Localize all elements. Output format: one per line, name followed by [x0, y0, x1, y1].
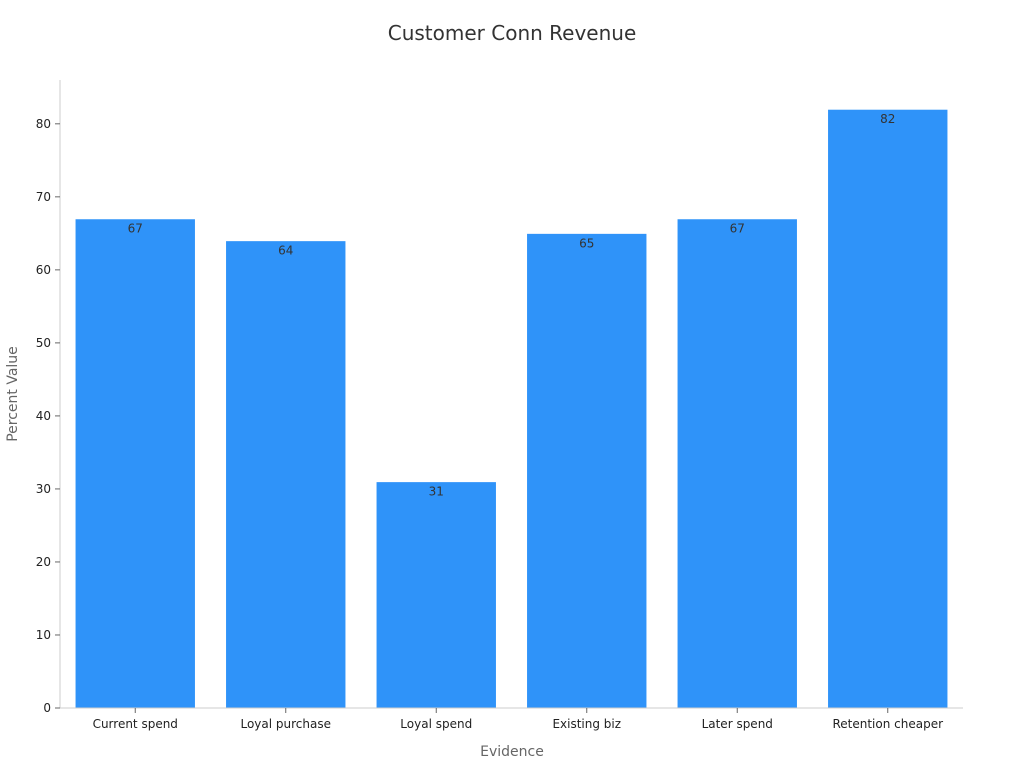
x-axis: Current spend Loyal purchase Loyal spend Ex… [60, 707, 963, 731]
y-axis: 0 10 20 30 40 50 60 70 80 [36, 80, 61, 715]
data-label-5: 82 [880, 112, 895, 126]
x-tick-label-4: Later spend [702, 717, 773, 731]
data-label-2: 31 [429, 485, 444, 499]
data-label-3: 65 [579, 236, 594, 250]
y-tick-label-7: 70 [36, 190, 51, 204]
x-tick-label-5: Retention cheaper [832, 717, 943, 731]
bar-3 [526, 232, 648, 709]
data-label-1: 64 [278, 244, 293, 258]
y-tick-label-8: 80 [36, 117, 51, 131]
y-tick-label-2: 20 [36, 555, 51, 569]
bars-group: 67 64 31 65 67 82 [74, 108, 949, 709]
chart-title: Customer Conn Revenue [388, 21, 637, 45]
x-tick-label-1: Loyal purchase [240, 717, 331, 731]
y-tick-label-3: 30 [36, 482, 51, 496]
y-tick-label-5: 50 [36, 336, 51, 350]
x-tick-label-0: Current spend [93, 717, 178, 731]
bar-5 [827, 108, 949, 709]
y-tick-label-4: 40 [36, 409, 51, 423]
y-axis-label: Percent Value [5, 346, 21, 442]
bar-2 [375, 481, 497, 709]
bar-0 [74, 218, 196, 709]
data-label-0: 67 [128, 222, 143, 236]
x-tick-label-2: Loyal spend [400, 717, 472, 731]
y-tick-label-0: 0 [43, 701, 51, 715]
y-tick-label-1: 10 [36, 628, 51, 642]
x-axis-label: Evidence [480, 744, 544, 760]
x-tick-label-3: Existing biz [552, 717, 621, 731]
data-label-4: 67 [730, 222, 745, 236]
bar-1 [225, 240, 347, 709]
y-tick-label-6: 60 [36, 263, 51, 277]
bar-4 [676, 218, 798, 709]
